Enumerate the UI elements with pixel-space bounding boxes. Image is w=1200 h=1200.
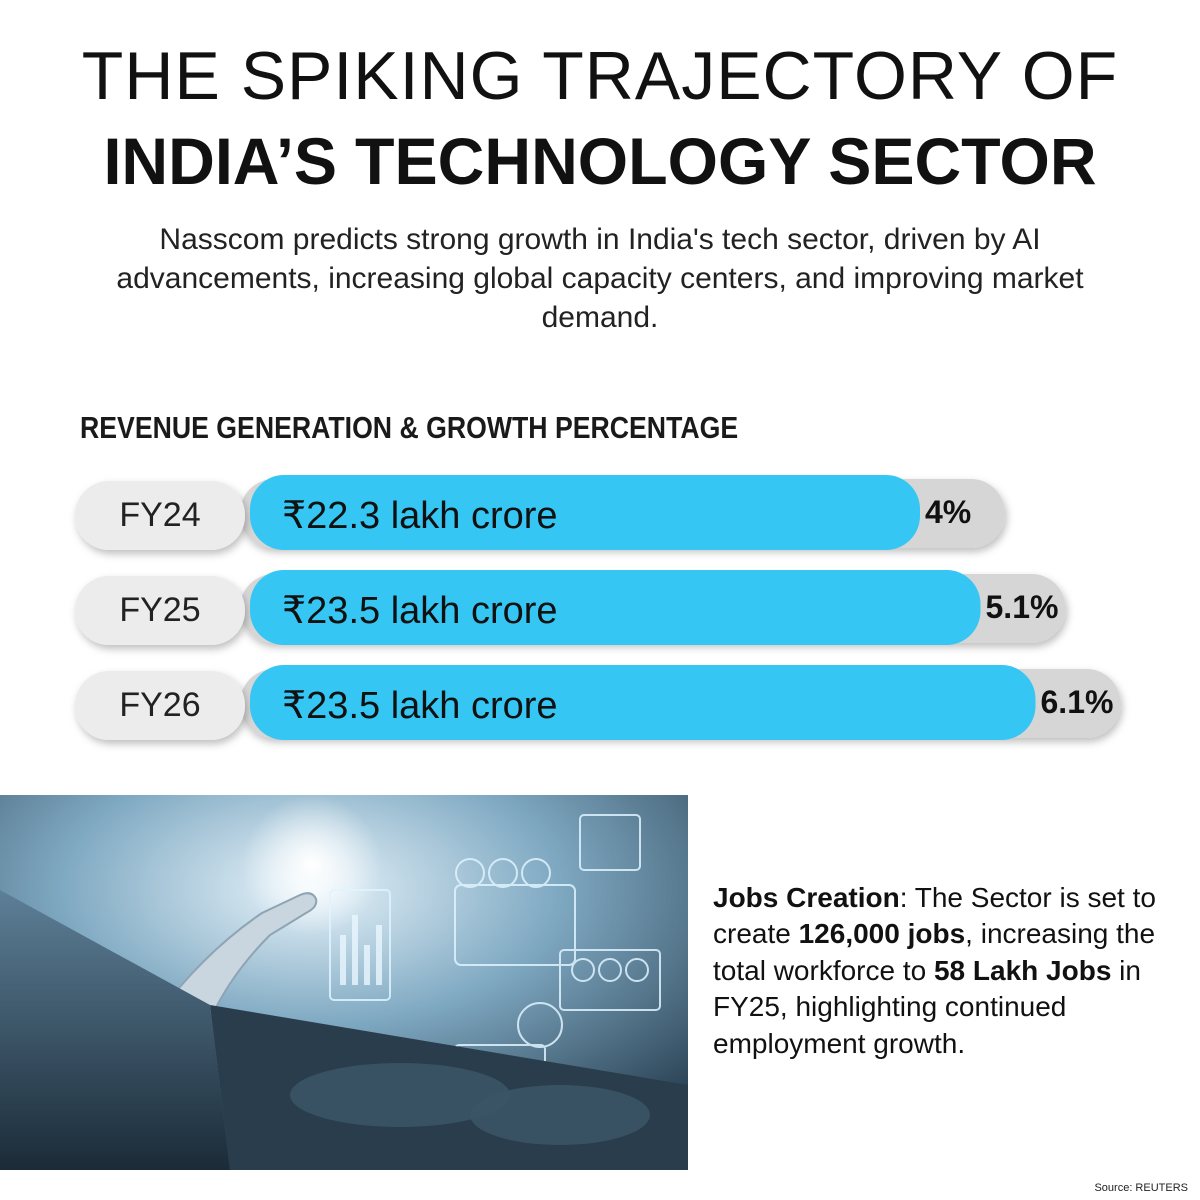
jobs-heading: Jobs Creation [713,882,900,913]
revenue-bar [250,475,920,550]
year-pill [75,576,245,645]
growth-label: 6.1% [1041,684,1114,720]
chart-title: REVENUE GENERATION & GROWTH PERCENTAGE [80,410,739,445]
title-line-2: INDIA’S TECHNOLOGY SECTOR [103,124,1097,198]
year-pill [75,671,245,740]
title-line-1: THE SPIKING TRAJECTORY OF [81,38,1119,114]
tech-photo [0,795,688,1170]
year-pill [75,481,245,550]
workforce-count: 58 Lakh Jobs [933,954,1112,986]
year-label: FY24 [119,496,200,534]
revenue-label: ₹23.5 lakh crore [282,590,558,632]
revenue-bar [250,665,1036,740]
year-label: FY25 [119,591,200,629]
jobs-sep: : The Sector is set to create [713,882,1156,950]
jobs-end: in FY25, highlighting continued employme… [713,954,1141,1059]
jobs-middle: , increasing the total workforce to [713,918,1156,986]
revenue-label: ₹23.5 lakh crore [282,685,558,727]
growth-label: 4% [925,494,971,530]
growth-label: 5.1% [986,589,1059,625]
jobs-count: 126,000 jobs [798,918,966,950]
revenue-bar [250,570,981,645]
year-label: FY26 [119,686,200,724]
jobs-creation-text: Jobs Creation: The Sector is set to crea… [713,880,1173,1062]
revenue-label: ₹22.3 lakh crore [282,495,558,537]
revenue-chart: FY24 ₹22.3 lakh crore 4% FY25 ₹23.5 lakh cro… [75,475,1121,740]
subtitle: Nasscom predicts strong growth in India'… [116,223,1084,334]
source-credit: Source: REUTERS [1094,1182,1188,1194]
